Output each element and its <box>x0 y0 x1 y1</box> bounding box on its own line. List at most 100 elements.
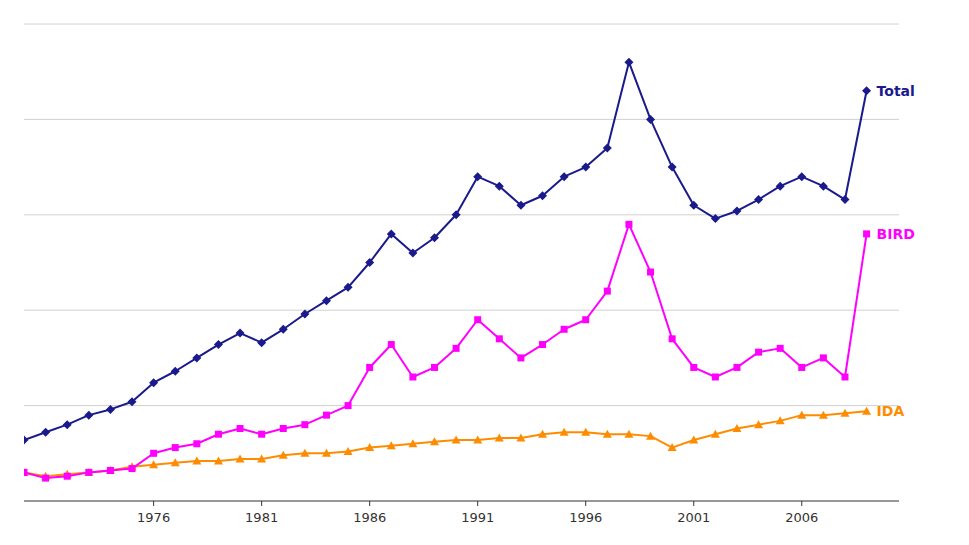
point <box>668 443 677 451</box>
point <box>430 233 439 242</box>
point <box>322 449 331 457</box>
point <box>516 434 525 442</box>
point <box>624 430 633 438</box>
point <box>840 409 849 417</box>
point <box>322 296 331 305</box>
grid-line <box>24 310 899 311</box>
point <box>84 411 93 420</box>
point <box>797 172 806 181</box>
point <box>236 455 245 463</box>
point <box>495 182 504 191</box>
point <box>539 341 546 348</box>
point <box>581 428 590 436</box>
point <box>732 424 741 432</box>
plot-area <box>24 58 871 482</box>
x-tick <box>585 501 586 506</box>
point <box>366 364 373 371</box>
point <box>777 345 784 352</box>
point <box>625 221 632 228</box>
point <box>669 335 676 342</box>
point <box>711 214 720 223</box>
line <box>24 224 867 478</box>
point <box>431 364 438 371</box>
point <box>517 354 524 361</box>
point <box>214 456 223 464</box>
point <box>128 397 137 406</box>
point <box>668 163 677 172</box>
point <box>819 182 828 191</box>
point <box>107 467 114 474</box>
point <box>192 353 201 362</box>
x-tick-label: 1991 <box>461 510 494 525</box>
point <box>215 431 222 438</box>
point <box>279 451 288 459</box>
point <box>711 430 720 438</box>
point <box>408 248 417 257</box>
point <box>409 373 416 380</box>
point <box>172 444 179 451</box>
line <box>24 62 867 440</box>
point <box>365 443 374 451</box>
point <box>24 468 29 476</box>
x-tick <box>261 501 262 506</box>
point <box>819 411 828 419</box>
series <box>24 58 871 445</box>
point <box>560 428 569 436</box>
point <box>712 373 719 380</box>
grid-line <box>24 24 899 25</box>
grid-line <box>24 405 899 406</box>
series-label: IDA <box>877 403 905 419</box>
point <box>776 416 785 424</box>
x-axis-line <box>24 501 899 502</box>
point <box>689 201 698 210</box>
point <box>301 421 308 428</box>
point <box>171 458 180 466</box>
x-axis: 1976198119861991199620012006 <box>24 501 899 525</box>
point <box>560 172 569 181</box>
x-tick <box>369 501 370 506</box>
point <box>171 367 180 376</box>
point <box>85 469 92 476</box>
point <box>474 316 481 323</box>
point <box>495 434 504 442</box>
point <box>344 447 353 455</box>
point <box>237 425 244 432</box>
series <box>24 407 871 480</box>
x-tick <box>693 501 694 506</box>
point <box>733 364 740 371</box>
point <box>258 431 265 438</box>
grid-line <box>24 119 899 120</box>
point <box>603 430 612 438</box>
point <box>24 469 28 476</box>
point <box>106 466 115 474</box>
point <box>149 378 158 387</box>
point <box>323 412 330 419</box>
point <box>257 455 266 463</box>
point <box>473 435 482 443</box>
point <box>150 450 157 457</box>
point <box>257 338 266 347</box>
series-labels: IDABIRDTotal <box>877 83 915 420</box>
point <box>300 449 309 457</box>
point <box>64 473 71 480</box>
x-tick <box>153 501 154 506</box>
point <box>149 460 158 468</box>
point <box>279 325 288 334</box>
point <box>604 288 611 295</box>
point <box>430 437 439 445</box>
point <box>473 172 482 181</box>
point <box>344 283 353 292</box>
point <box>561 326 568 333</box>
point <box>754 420 763 428</box>
grid-line <box>24 214 899 215</box>
point <box>129 465 136 472</box>
point <box>387 229 396 238</box>
point <box>516 201 525 210</box>
point <box>496 335 503 342</box>
x-tick <box>477 501 478 506</box>
point <box>862 86 871 95</box>
point <box>797 411 806 419</box>
point <box>863 230 870 237</box>
point <box>452 435 461 443</box>
point <box>754 195 763 204</box>
